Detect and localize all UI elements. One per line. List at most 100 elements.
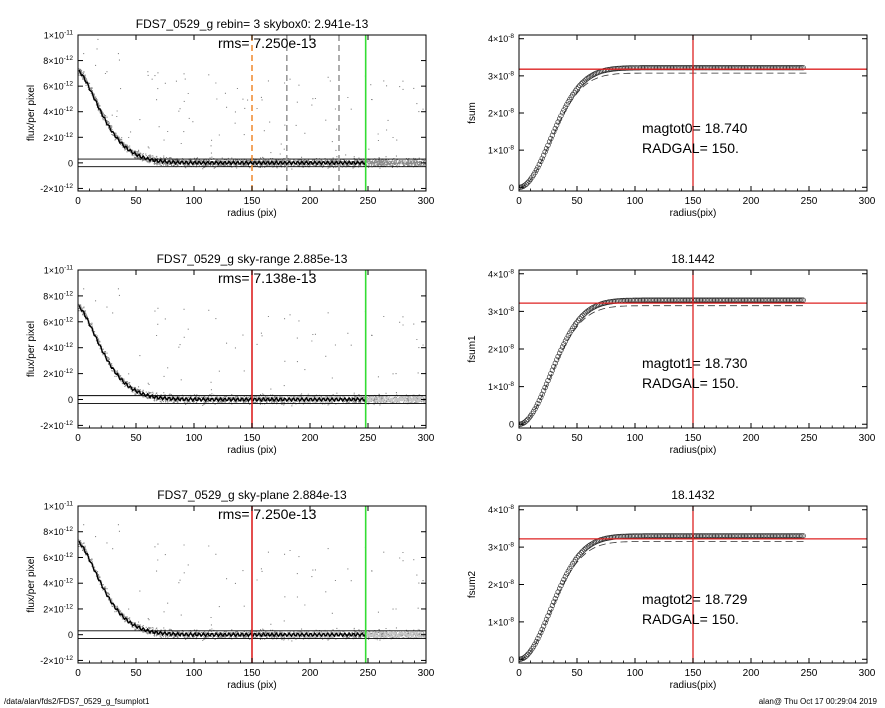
- curve-point: [543, 381, 550, 387]
- curve-point: [555, 353, 561, 360]
- x-tick-label: 300: [418, 196, 435, 207]
- y-tick-label: 2×10-12: [43, 132, 73, 143]
- y-tick-label: 2×10-8: [488, 108, 514, 119]
- y-tick-label: 1×10-11: [44, 30, 74, 41]
- chart-panel-2: magtot0= 18.740 RADGAL= 150. 0 50 100 150 200 2…: [467, 33, 876, 219]
- curve-point: [800, 65, 806, 71]
- y-tick-label: 8×10-12: [43, 55, 73, 66]
- y-tick-label: 0: [68, 630, 73, 640]
- y-tick-label: 4×10-8: [488, 268, 514, 279]
- curve-point: [525, 416, 531, 423]
- magnitude-annotation-2: RADGAL= 150.: [642, 375, 739, 391]
- x-tick-label: 250: [360, 433, 377, 444]
- y-tick-label: 1×10-11: [44, 501, 74, 512]
- chart-panel-6: magtot2= 18.729 RADGAL= 150. 0 50 100 150 200 2…: [467, 488, 876, 691]
- curve-point: [558, 113, 564, 119]
- curve-point: [578, 81, 585, 87]
- rms-annotation: rms= 7.250e-13: [218, 506, 317, 522]
- curve-point: [797, 533, 803, 539]
- curve-point: [523, 181, 529, 187]
- y-tick-label: 4×10-8: [488, 504, 514, 515]
- y-tick-label: 2×10-8: [488, 344, 514, 355]
- curve-point: [799, 297, 805, 303]
- y-tick-label: 3×10-8: [488, 542, 514, 553]
- x-tick-label: 50: [571, 196, 583, 207]
- footer-file-path: /data/alan/fds2/FDS7_0529_g_fsumplot1: [4, 697, 150, 706]
- curve-point: [590, 72, 596, 78]
- y-tick-label: 2×10-12: [43, 368, 73, 379]
- curve-point: [559, 344, 566, 350]
- y-tick-label: 4×10-12: [43, 342, 73, 353]
- lower-growth-curve: [519, 305, 807, 425]
- chart-title: 18.1432: [671, 488, 715, 502]
- curve-point: [546, 139, 553, 145]
- x-tick-label: 150: [685, 668, 702, 679]
- curve-point: [526, 178, 532, 184]
- curve-point: [799, 533, 805, 539]
- curve-point: [532, 406, 538, 412]
- x-axis-label: radius(pix): [670, 208, 717, 219]
- curve-point: [536, 633, 542, 639]
- chart-panel-3: rms= 7.138e-13 0 50 100 150 200 250 300 -2×10-12…: [26, 252, 435, 456]
- x-axis-label: radius (pix): [227, 680, 276, 691]
- x-tick-label: 150: [685, 196, 702, 207]
- plot-area: [519, 270, 867, 428]
- curve-point: [587, 542, 593, 548]
- y-tick-label: 1×10-11: [44, 265, 74, 276]
- curve-point: [561, 107, 567, 113]
- curve-point: [574, 555, 580, 561]
- y-tick-label: 3×10-8: [488, 70, 514, 81]
- footer-timestamp: alan@ Thu Oct 17 00:29:04 2019: [758, 697, 877, 706]
- x-tick-label: 300: [859, 433, 876, 444]
- curve-point: [551, 129, 557, 135]
- curve-point: [522, 654, 528, 660]
- curve-point: [585, 543, 592, 549]
- curve-point: [530, 408, 537, 415]
- curve-point: [525, 180, 531, 186]
- y-tick-label: 3×10-8: [488, 306, 514, 317]
- curve-point: [558, 347, 564, 353]
- x-tick-label: 100: [627, 196, 644, 207]
- y-axis-label: flux/per pixel: [26, 556, 37, 612]
- x-tick-label: 300: [859, 196, 876, 207]
- curve-point: [532, 170, 538, 176]
- curve-point: [575, 553, 582, 559]
- lower-growth-curve: [519, 72, 807, 188]
- curve-point: [530, 643, 537, 650]
- x-tick-label: 0: [75, 668, 81, 679]
- y-tick-label: 8×10-12: [43, 526, 73, 537]
- curve-point: [523, 418, 529, 424]
- rms-annotation: rms= 7.250e-13: [218, 35, 317, 51]
- curve-point: [538, 394, 544, 401]
- x-tick-label: 200: [302, 196, 319, 207]
- x-axis-label: radius(pix): [670, 680, 717, 691]
- curve-point: [536, 161, 542, 167]
- x-tick-label: 50: [130, 433, 142, 444]
- chart-panel-5: rms= 7.250e-13 0 50 100 150 200 250 300 -2×10-12…: [26, 488, 435, 691]
- x-tick-label: 0: [516, 433, 522, 444]
- curve-point: [542, 620, 548, 626]
- curve-point: [556, 116, 563, 122]
- curve-point: [574, 86, 580, 92]
- sky-box-region-2: [365, 628, 426, 641]
- y-tick-label: 1×10-8: [488, 145, 514, 156]
- x-tick-label: 50: [571, 433, 583, 444]
- curve-point: [538, 158, 544, 164]
- x-tick-label: 250: [801, 668, 818, 679]
- curve-point: [590, 540, 596, 546]
- y-tick-label: 8×10-12: [43, 290, 73, 301]
- x-axis-label: radius (pix): [227, 445, 276, 456]
- chart-panel-1: rms= 7.250e-13 0 50 100 150 200 250 300 -2×10-12…: [26, 17, 435, 219]
- x-tick-label: 0: [516, 668, 522, 679]
- curve-point: [540, 623, 547, 629]
- x-tick-label: 150: [244, 668, 261, 679]
- plot-area: [78, 506, 426, 663]
- chart-title: FDS7_0529_g sky-plane 2.884e-13: [157, 488, 347, 502]
- curve-point: [549, 132, 556, 138]
- curve-point: [797, 65, 803, 71]
- curve-point: [559, 579, 566, 586]
- curve-point: [564, 101, 570, 108]
- curve-point: [580, 79, 586, 85]
- curve-point: [565, 568, 571, 574]
- y-tick-label: -2×10-12: [40, 420, 73, 431]
